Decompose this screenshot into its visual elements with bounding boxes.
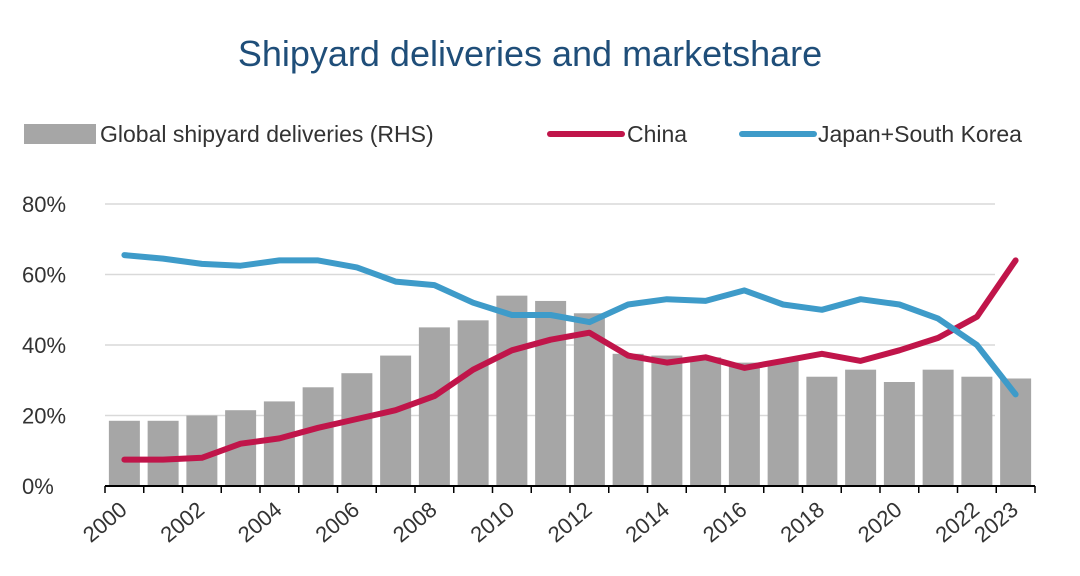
bar bbox=[845, 369, 877, 486]
x-tick-label: 2002 bbox=[156, 497, 210, 548]
x-tick-label: 2008 bbox=[388, 497, 442, 548]
y-tick-label: 20% bbox=[22, 404, 66, 429]
bar bbox=[263, 401, 295, 486]
bar bbox=[728, 362, 760, 486]
bar bbox=[690, 357, 722, 486]
bar bbox=[186, 415, 218, 486]
y-tick-label: 40% bbox=[22, 333, 66, 358]
x-tick-label: 2023 bbox=[969, 497, 1023, 548]
x-tick-label: 2006 bbox=[311, 497, 365, 548]
bar bbox=[147, 420, 179, 486]
bar bbox=[922, 369, 954, 486]
series-line bbox=[121, 252, 1019, 398]
bar bbox=[612, 353, 644, 486]
x-tick-label: 2000 bbox=[78, 497, 132, 548]
bar bbox=[535, 300, 567, 486]
bar bbox=[767, 360, 799, 486]
y-tick-label: 0% bbox=[22, 474, 54, 499]
y-tick-label: 80% bbox=[22, 192, 66, 217]
bar bbox=[418, 327, 450, 486]
bar bbox=[108, 420, 140, 486]
series-line bbox=[121, 257, 1019, 463]
legend-swatch-bars bbox=[24, 124, 96, 144]
bar bbox=[651, 355, 683, 486]
x-tick-label: 2020 bbox=[853, 497, 907, 548]
legend-label-bars: Global shipyard deliveries (RHS) bbox=[100, 121, 434, 147]
x-axis-ticks: 2000 2002 2004 2006 2008 2010 2012 2014 2016 2018… bbox=[78, 486, 1036, 548]
bar bbox=[341, 373, 373, 486]
x-tick-label: 2010 bbox=[466, 497, 520, 548]
legend-label-japan-korea: Japan+South Korea bbox=[818, 121, 1022, 147]
chart-title: Shipyard deliveries and marketshare bbox=[238, 33, 822, 74]
x-tick-label: 2012 bbox=[543, 497, 597, 548]
bar bbox=[380, 355, 412, 486]
legend-label-china: China bbox=[627, 121, 687, 147]
x-tick-label: 2018 bbox=[776, 497, 830, 548]
series-lines bbox=[121, 252, 1019, 463]
y-tick-label: 60% bbox=[22, 263, 66, 288]
bar bbox=[457, 320, 489, 486]
x-tick-label: 2016 bbox=[698, 497, 752, 548]
bar bbox=[806, 376, 838, 486]
y-axis-ticks: 0% 20% 40% 60% 80% bbox=[22, 192, 66, 499]
bar bbox=[883, 382, 915, 486]
bar bbox=[496, 295, 528, 486]
bar bbox=[302, 387, 334, 486]
bar bbox=[961, 376, 993, 486]
x-tick-label: 2004 bbox=[233, 497, 287, 548]
legend: Global shipyard deliveries (RHS) China J… bbox=[24, 121, 1022, 147]
bars bbox=[108, 295, 1032, 486]
x-tick-label: 2014 bbox=[621, 497, 675, 548]
